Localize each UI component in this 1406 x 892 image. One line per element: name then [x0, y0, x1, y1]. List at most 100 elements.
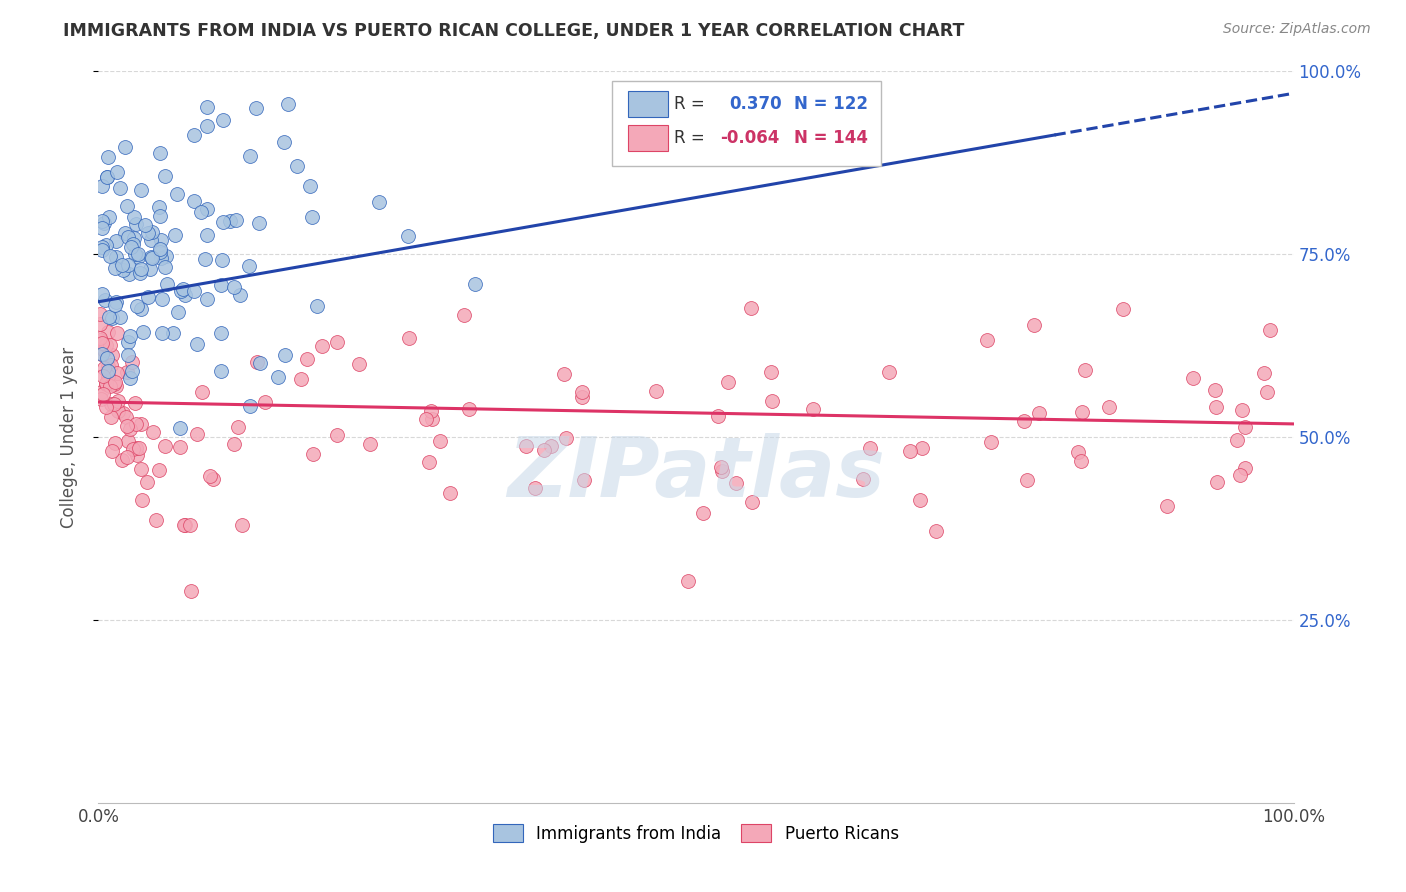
Point: [267, 370, 290, 384]
Point: [209, 277, 232, 292]
Point: [101, 310, 124, 325]
Point: [908, 493, 931, 508]
Point: [97, 364, 120, 378]
FancyBboxPatch shape: [613, 81, 882, 167]
Point: [195, 100, 218, 114]
Point: [129, 462, 152, 476]
Point: [183, 284, 205, 298]
Point: [127, 246, 149, 260]
Point: [307, 299, 329, 313]
Point: [453, 308, 475, 322]
Point: [155, 249, 177, 263]
Point: [1097, 400, 1119, 414]
Point: [170, 284, 193, 298]
Point: [93, 360, 115, 375]
Point: [129, 302, 152, 317]
Point: [91, 243, 114, 257]
Point: [1256, 385, 1278, 400]
Point: [117, 267, 139, 281]
Point: [93, 343, 115, 357]
Point: [91, 335, 114, 350]
Text: N = 122: N = 122: [794, 95, 868, 113]
Point: [273, 136, 295, 150]
Point: [129, 183, 152, 197]
Point: [120, 371, 142, 385]
Point: [122, 230, 145, 244]
Point: [297, 352, 319, 367]
Point: [190, 205, 212, 219]
Point: [114, 226, 136, 240]
Point: [515, 439, 537, 453]
Text: Source: ZipAtlas.com: Source: ZipAtlas.com: [1223, 22, 1371, 37]
Point: [218, 214, 240, 228]
Point: [1230, 403, 1253, 417]
Point: [105, 250, 128, 264]
Point: [148, 463, 170, 477]
Point: [301, 211, 323, 225]
Point: [89, 318, 111, 332]
Point: [247, 216, 270, 230]
Point: [104, 376, 127, 390]
Point: [97, 359, 120, 373]
Point: [1229, 467, 1251, 482]
Point: [553, 367, 575, 381]
Point: [415, 412, 437, 426]
Point: [976, 333, 998, 347]
Point: [1073, 362, 1095, 376]
Point: [274, 348, 297, 362]
Point: [124, 246, 146, 260]
Point: [131, 492, 153, 507]
Point: [100, 409, 122, 424]
Point: [290, 372, 312, 386]
Point: [169, 440, 191, 454]
Point: [94, 293, 117, 308]
Point: [94, 400, 117, 414]
Point: [174, 517, 197, 532]
Point: [1112, 302, 1135, 317]
Text: R =: R =: [675, 95, 706, 113]
Point: [898, 444, 921, 458]
Point: [149, 234, 172, 248]
Point: [117, 348, 139, 362]
Point: [104, 436, 127, 450]
Point: [190, 385, 212, 400]
Point: [136, 475, 159, 489]
Point: [254, 395, 277, 409]
Point: [169, 421, 191, 435]
Point: [134, 218, 156, 232]
Point: [1253, 366, 1275, 380]
Point: [396, 229, 419, 244]
Point: [103, 298, 125, 312]
Point: [121, 442, 143, 457]
Point: [104, 260, 127, 275]
Point: [97, 368, 120, 383]
Point: [420, 412, 443, 426]
Point: [91, 386, 114, 401]
Point: [225, 212, 247, 227]
Point: [100, 358, 122, 372]
Point: [90, 384, 112, 399]
Point: [198, 469, 221, 483]
Point: [349, 357, 371, 371]
Point: [162, 326, 184, 340]
Point: [115, 410, 138, 425]
Point: [139, 261, 162, 276]
Point: [209, 326, 232, 340]
Point: [128, 442, 150, 456]
Point: [326, 335, 349, 350]
Point: [172, 282, 194, 296]
Point: [96, 376, 118, 390]
Point: [150, 326, 173, 341]
Point: [212, 112, 235, 127]
Point: [129, 261, 152, 276]
Point: [89, 333, 111, 347]
Point: [125, 441, 148, 455]
Point: [325, 428, 347, 442]
Point: [398, 331, 420, 345]
Point: [464, 277, 486, 291]
Point: [298, 179, 321, 194]
Point: [97, 325, 120, 339]
Point: [368, 195, 391, 210]
Point: [89, 307, 111, 321]
Point: [111, 406, 134, 420]
